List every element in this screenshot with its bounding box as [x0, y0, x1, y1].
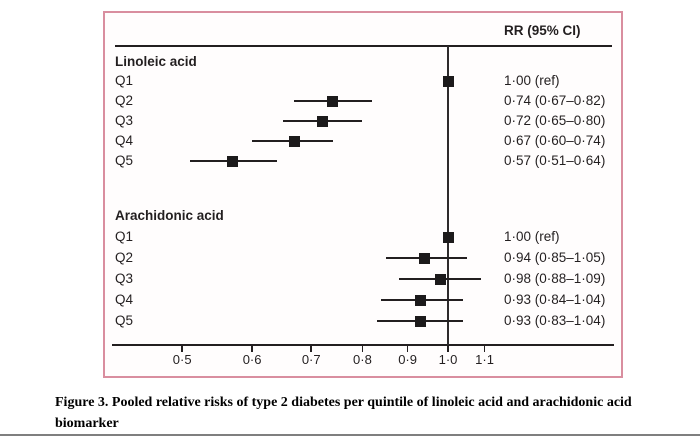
rr-ci-value: 0·94 (0·85–1·05) — [504, 250, 606, 265]
x-axis-tick — [361, 346, 364, 352]
figure-caption: Figure 3. Pooled relative risks of type … — [55, 392, 632, 434]
group-label: Linoleic acid — [115, 54, 197, 69]
forest-plot-panel: RR (95% CI) Linoleic acid Q1 1·00 (ref) Q2 0… — [103, 11, 623, 378]
rr-column-header: RR (95% CI) — [504, 23, 581, 38]
rr-ci-value: 1·00 (ref) — [504, 73, 560, 88]
quintile-label: Q4 — [115, 133, 134, 148]
point-estimate-marker — [316, 115, 328, 127]
rr-ci-value: 0·72 (0·65–0·80) — [504, 113, 606, 128]
quintile-label: Q1 — [115, 73, 134, 88]
point-estimate-marker — [226, 155, 238, 167]
header-rule — [115, 45, 612, 47]
point-estimate-marker — [327, 95, 339, 107]
rr-ci-value: 0·74 (0·67–0·82) — [504, 93, 606, 108]
x-axis-tick-label: 1·1 — [475, 352, 494, 367]
point-estimate-marker — [442, 231, 454, 243]
point-estimate-marker — [434, 273, 446, 285]
rr-ci-value: 1·00 (ref) — [504, 229, 560, 244]
quintile-label: Q5 — [115, 153, 134, 168]
bottom-rule — [0, 434, 700, 436]
x-axis-tick — [406, 346, 409, 352]
x-axis-tick — [310, 346, 312, 352]
x-axis-tick — [181, 346, 183, 352]
quintile-label: Q1 — [115, 229, 134, 244]
forest-plot-area: RR (95% CI) Linoleic acid Q1 1·00 (ref) Q2 0… — [103, 11, 623, 378]
quintile-label: Q3 — [115, 271, 134, 286]
x-axis-tick-label: 0·5 — [172, 352, 192, 367]
quintile-label: Q4 — [115, 292, 134, 307]
rr-ci-value: 0·98 (0·88–1·09) — [504, 271, 606, 286]
x-axis-tick-label: 0·8 — [353, 352, 372, 367]
rr-ci-value: 0·93 (0·84–1·04) — [504, 292, 606, 307]
x-axis-tick-label: 1·0 — [438, 352, 458, 367]
x-axis-tick-label: 0·9 — [398, 352, 417, 367]
point-estimate-marker — [418, 252, 430, 264]
x-axis-tick — [483, 346, 486, 352]
caption-line-1: Figure 3. Pooled relative risks of type … — [55, 395, 632, 410]
quintile-label: Q3 — [115, 113, 134, 128]
x-axis-tick-label: 0·6 — [242, 352, 262, 367]
point-estimate-marker — [414, 294, 426, 306]
rr-ci-value: 0·57 (0·51–0·64) — [504, 153, 606, 168]
quintile-label: Q2 — [115, 93, 134, 108]
reference-line — [447, 46, 449, 345]
point-estimate-marker — [288, 135, 300, 147]
x-axis-tick-label: 0·7 — [301, 352, 321, 367]
quintile-label: Q2 — [115, 250, 134, 265]
group-label: Arachidonic acid — [115, 208, 224, 223]
point-estimate-marker — [442, 75, 454, 87]
x-axis-tick — [447, 346, 449, 352]
quintile-label: Q5 — [115, 313, 134, 328]
x-axis-line — [112, 344, 614, 346]
rr-ci-value: 0·93 (0·83–1·04) — [504, 313, 606, 328]
point-estimate-marker — [414, 315, 426, 327]
caption-line-2: biomarker — [55, 416, 119, 431]
rr-ci-value: 0·67 (0·60–0·74) — [504, 133, 606, 148]
x-axis-tick — [251, 346, 253, 352]
